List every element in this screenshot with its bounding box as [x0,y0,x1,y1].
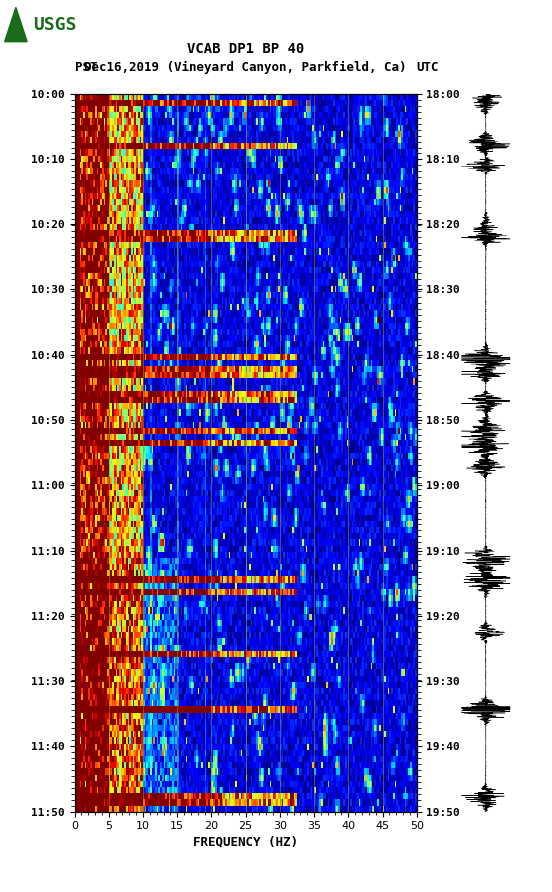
Text: UTC: UTC [417,62,439,74]
Polygon shape [4,7,27,42]
Text: VCAB DP1 BP 40: VCAB DP1 BP 40 [187,42,304,56]
X-axis label: FREQUENCY (HZ): FREQUENCY (HZ) [193,836,298,848]
Text: Dec16,2019 (Vineyard Canyon, Parkfield, Ca): Dec16,2019 (Vineyard Canyon, Parkfield, … [84,62,407,74]
Text: PST: PST [75,62,97,74]
Text: USGS: USGS [33,15,76,34]
